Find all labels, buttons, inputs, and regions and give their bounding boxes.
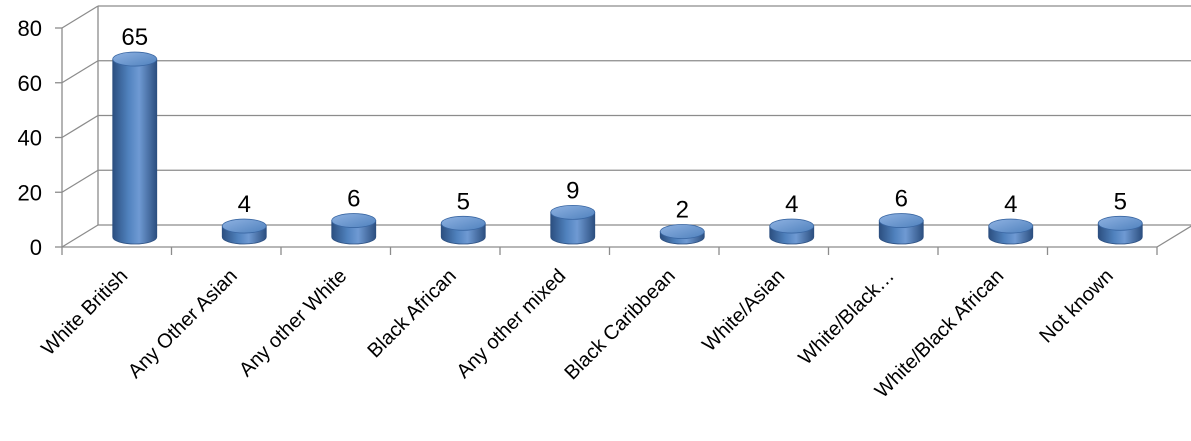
bar-cap (659, 224, 705, 239)
bar (769, 218, 815, 245)
bar-cap (988, 218, 1034, 234)
gridline-depth (61, 114, 99, 139)
x-tick-label: White/Black… (794, 265, 898, 369)
value-label: 5 (457, 188, 470, 215)
bar-cap (550, 204, 596, 220)
value-label: 4 (238, 191, 251, 218)
x-tick-label: Black Caribbean (560, 265, 679, 384)
bar-cap (112, 51, 158, 67)
x-tick-label: Not known (1035, 265, 1117, 347)
bar-body (112, 58, 158, 245)
y-tick-label: 40 (18, 126, 42, 151)
bar (1097, 215, 1143, 245)
bar (221, 218, 267, 245)
gridline-depth (61, 5, 99, 29)
x-tick-label: White British (37, 265, 132, 360)
bar (112, 51, 158, 245)
bar (550, 204, 596, 245)
bar-cap (221, 218, 267, 234)
value-label: 4 (785, 191, 798, 218)
value-label: 9 (566, 177, 579, 204)
bar-cap (1097, 215, 1143, 231)
bar-cap (331, 213, 377, 228)
x-tick-label: Black African (363, 265, 460, 362)
value-label: 2 (676, 197, 689, 224)
value-label: 4 (1004, 191, 1017, 218)
floor-right-edge (1156, 225, 1191, 248)
y-tick-label: 60 (18, 71, 42, 96)
bar (440, 215, 486, 245)
bar-cap (440, 215, 486, 231)
chart-walls (62, 6, 1191, 248)
value-label: 65 (121, 24, 148, 51)
bar (659, 224, 705, 245)
gridline-depth (61, 224, 99, 248)
gridline-depth (61, 169, 99, 193)
y-tick-label: 0 (30, 235, 42, 260)
bar-body (550, 211, 596, 245)
value-labels: 654 6 5 92 4 6 4 5 (121, 24, 1127, 223)
x-tick-label: Any other White (235, 265, 351, 381)
x-tick-label: Any other mixed (453, 265, 571, 383)
gridline-depth (61, 60, 99, 84)
bar-cap (769, 218, 815, 234)
y-axis: 0 20 40 60 80 (18, 16, 63, 260)
gridlines (61, 5, 1191, 248)
x-tick-label: Any Other Asian (124, 265, 242, 383)
bar (331, 213, 377, 245)
x-tick-label: White/Asian (698, 265, 789, 356)
y-tick-label: 20 (18, 180, 42, 205)
bar (878, 213, 924, 245)
value-label: 6 (895, 186, 908, 213)
value-label: 6 (347, 186, 360, 213)
bar-cap (878, 213, 924, 228)
bars (112, 51, 1143, 245)
value-label: 5 (1114, 188, 1127, 215)
bar (988, 218, 1034, 245)
y-tick-label: 80 (18, 16, 42, 41)
